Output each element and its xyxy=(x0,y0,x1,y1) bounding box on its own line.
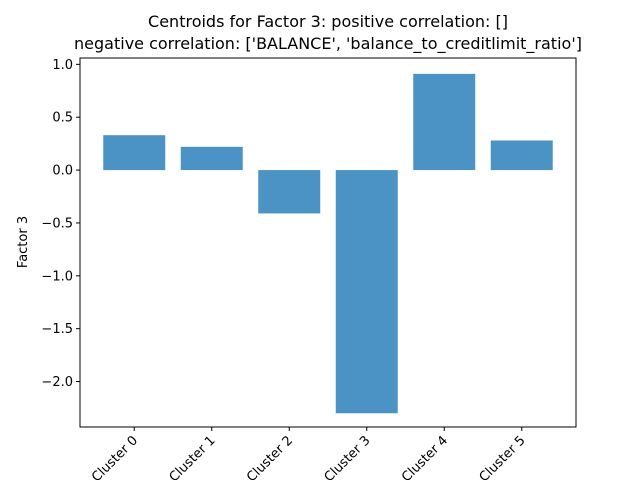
chart-title-line-2: negative correlation: ['BALANCE', 'balan… xyxy=(74,34,582,54)
chart-title-line-1: Centroids for Factor 3: positive correla… xyxy=(148,12,508,31)
bars-group xyxy=(103,73,553,414)
plot-frame xyxy=(79,57,577,428)
x-tick-label: Cluster 2 xyxy=(244,433,296,480)
x-ticks-group: Cluster 0 Cluster 1 Cluster 2 Cluster 3 Clus… xyxy=(89,427,529,480)
y-tick-label: 1.0 xyxy=(52,58,73,73)
y-ticks-group: 1.0 0.5 0.0 −0.5 −1.0 −1.5 −2.0 xyxy=(41,58,80,390)
bar-cluster-3 xyxy=(335,170,398,414)
y-tick-label: 0.0 xyxy=(52,164,73,179)
bar-cluster-4 xyxy=(413,73,476,171)
bar-cluster-1 xyxy=(180,146,243,171)
y-tick-label: −0.5 xyxy=(41,216,73,231)
bar-cluster-0 xyxy=(103,135,166,171)
x-tick-label: Cluster 4 xyxy=(399,433,451,480)
bar-cluster-5 xyxy=(490,140,553,171)
y-tick-label: −1.0 xyxy=(41,269,73,284)
y-tick-label: −2.0 xyxy=(41,375,73,390)
bar-cluster-2 xyxy=(258,170,321,214)
y-tick-label: 0.5 xyxy=(52,111,73,126)
y-axis-label: Factor 3 xyxy=(16,216,31,268)
x-tick-label: Cluster 3 xyxy=(322,433,374,480)
y-tick-label: −1.5 xyxy=(41,322,73,337)
x-tick-label: Cluster 5 xyxy=(477,433,529,480)
x-tick-label: Cluster 1 xyxy=(167,433,219,480)
x-tick-label: Cluster 0 xyxy=(89,433,141,480)
